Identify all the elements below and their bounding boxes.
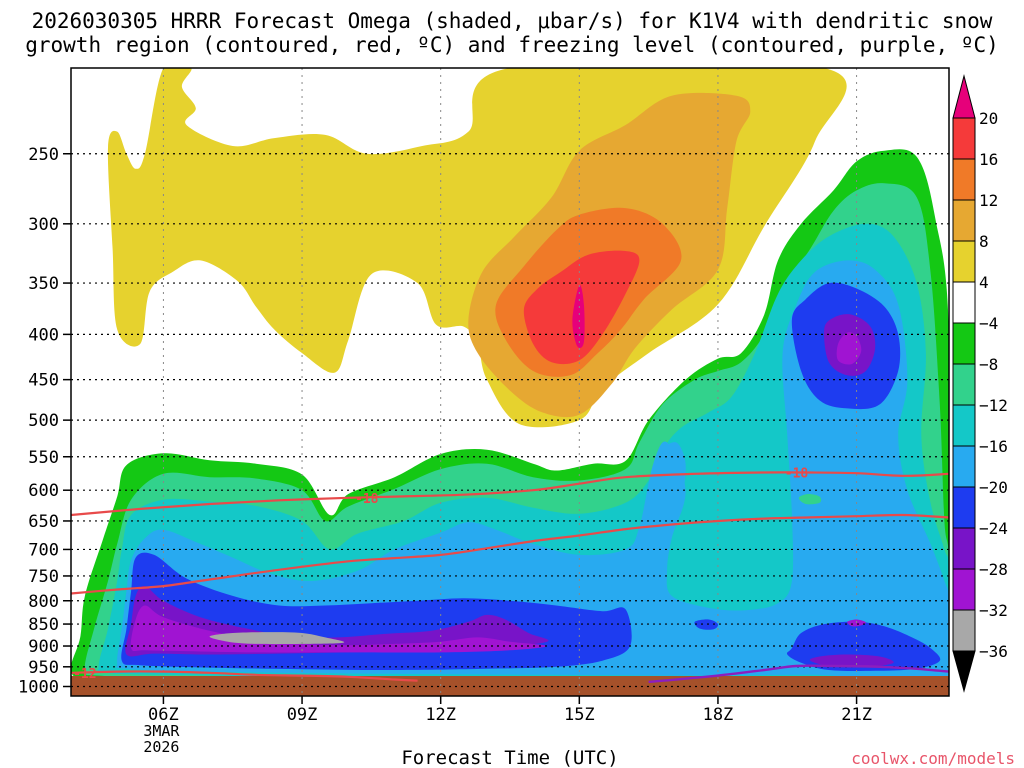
- omega-field-neg24: [694, 619, 719, 630]
- y-tick-label-900: 900: [28, 637, 59, 657]
- colorbar-label-1: 16: [979, 150, 998, 169]
- colorbar-label-2: 12: [979, 191, 998, 210]
- colorbar-band-9: [952, 486, 976, 529]
- colorbar-band-10: [952, 527, 976, 570]
- freezing-contour-0: [648, 664, 949, 684]
- dgz-contour-1: [71, 513, 949, 595]
- colorbar-label-0: 20: [979, 109, 998, 128]
- colorbar-band-0: [952, 117, 976, 160]
- y-tick-label-250: 250: [28, 145, 59, 165]
- colorbar-band-1: [952, 158, 976, 201]
- contour-label-2: -12: [73, 667, 96, 682]
- colorbar-band-11: [952, 568, 976, 611]
- y-tick-label-400: 400: [28, 325, 59, 345]
- y-tick-label-750: 750: [28, 567, 59, 587]
- y-axis: 2503003504004505005506006507007508008509…: [18, 145, 71, 698]
- colorbar-label-11: −28: [979, 560, 1008, 579]
- contour-labels: -18 -18 -12: [73, 467, 808, 682]
- omega-field-neg12: [798, 493, 822, 505]
- colorbar-band-6: [952, 363, 976, 406]
- colorbar: 20 16 12 8 4 −4 −8 −12 −16 −20 −24 −28 −32 −36: [952, 74, 1008, 693]
- colorbar-label-13: −36: [979, 642, 1008, 661]
- grid-lines: [71, 68, 949, 696]
- omega-field-neg24: [809, 654, 894, 668]
- y-tick-label-650: 650: [28, 512, 59, 532]
- y-tick-label-850: 850: [28, 615, 59, 635]
- y-tick-label-1000: 1000: [18, 678, 59, 698]
- colorbar-label-10: −24: [979, 519, 1008, 538]
- contour-lines: [71, 471, 949, 684]
- x-tick-label-15Z: 15Z: [564, 705, 595, 725]
- colorbar-band-12: [952, 609, 976, 652]
- omega-field-20: [572, 284, 585, 349]
- y-tick-label-950: 950: [28, 658, 59, 678]
- x-tick-label-18Z: 18Z: [703, 705, 734, 725]
- colorbar-label-6: −8: [979, 355, 998, 374]
- dgz-contour-2: [71, 670, 418, 682]
- colorbar-label-3: 8: [979, 232, 989, 251]
- colorbar-label-8: −16: [979, 437, 1008, 456]
- y-tick-label-550: 550: [28, 448, 59, 468]
- plot-frame: [70, 67, 950, 697]
- x-tick-date: 3MAR: [143, 722, 180, 740]
- colorbar-band-7: [952, 404, 976, 447]
- omega-field-neg28: [847, 619, 866, 627]
- x-tick-label-12Z: 12Z: [425, 705, 456, 725]
- dgz-contour-0: [71, 471, 949, 517]
- colorbar-band-8: [952, 445, 976, 488]
- y-tick-label-450: 450: [28, 371, 59, 391]
- colorbar-band-2: [952, 199, 976, 242]
- colorbar-top-triangle: [952, 74, 976, 119]
- chart-title-line2: growth region (contoured, red, ºC) and f…: [25, 33, 999, 57]
- x-tick-label-06Z: 06Z: [148, 705, 179, 725]
- colorbar-label-9: −20: [979, 478, 1008, 497]
- colorbar-band-5: [952, 322, 976, 365]
- chart-title-line1: 2026030305 HRRR Forecast Omega (shaded, …: [32, 9, 993, 33]
- contour-label-0: -18: [355, 492, 379, 507]
- omega-field-neg12: [96, 223, 949, 687]
- omega-field-neg32: [209, 632, 345, 645]
- colorbar-bottom-triangle: [952, 650, 976, 693]
- x-tick-year: 2026: [143, 738, 179, 756]
- colorbar-band-3: [952, 240, 976, 283]
- contour-label-1: -18: [785, 467, 809, 482]
- x-tick-label-09Z: 09Z: [287, 705, 318, 725]
- credit-text: coolwx.com/models: [851, 749, 1015, 768]
- x-tick-label-21Z: 21Z: [841, 705, 872, 725]
- omega-field-neg28: [836, 332, 862, 365]
- colorbar-label-5: −4: [979, 314, 998, 333]
- omega-field-neg8: [662, 442, 686, 499]
- y-tick-label-600: 600: [28, 481, 59, 501]
- y-tick-label-700: 700: [28, 540, 59, 560]
- colorbar-band-4: [952, 281, 976, 324]
- y-tick-label-800: 800: [28, 592, 59, 612]
- omega-shaded-fields: [71, 68, 949, 696]
- y-tick-label-300: 300: [28, 215, 59, 235]
- colorbar-label-7: −12: [979, 396, 1008, 415]
- y-tick-label-500: 500: [28, 411, 59, 431]
- colorbar-label-12: −32: [979, 601, 1008, 620]
- colorbar-label-4: 4: [979, 273, 989, 292]
- y-tick-label-350: 350: [28, 274, 59, 294]
- x-axis-label: Forecast Time (UTC): [401, 747, 618, 768]
